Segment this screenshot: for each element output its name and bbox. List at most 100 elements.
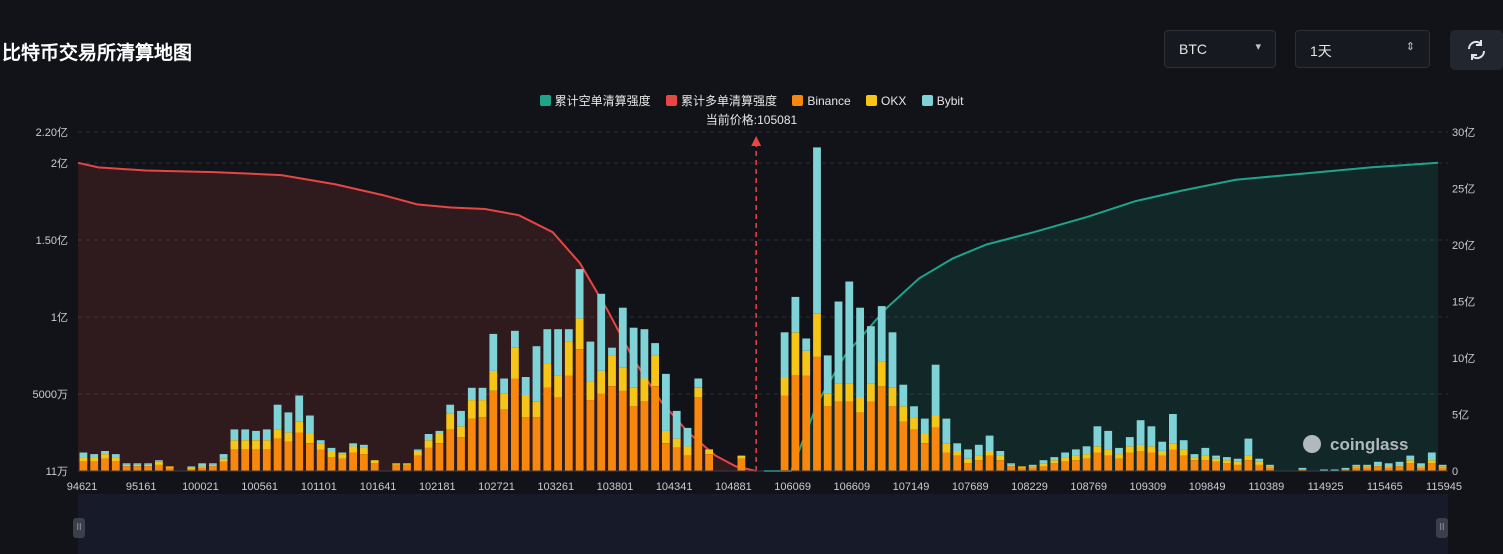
bar-okx bbox=[1212, 458, 1220, 462]
bar-bybit bbox=[888, 332, 897, 388]
legend-item-cum-short[interactable]: 累计空单清算强度 bbox=[539, 92, 651, 109]
bar-binance bbox=[996, 460, 1005, 471]
bar-binance bbox=[1384, 467, 1393, 471]
bar-okx bbox=[564, 341, 573, 376]
legend-item-okx[interactable]: OKX bbox=[866, 94, 906, 108]
bar-bybit bbox=[457, 410, 465, 427]
bar-okx bbox=[262, 440, 271, 450]
x-tick-label: 108769 bbox=[1070, 481, 1107, 493]
bar-binance bbox=[165, 467, 174, 471]
bar-okx bbox=[910, 417, 918, 430]
bar-binance bbox=[1427, 463, 1436, 471]
bar-binance bbox=[187, 469, 196, 471]
bar-okx bbox=[964, 458, 972, 464]
bar-okx bbox=[845, 383, 854, 402]
bar-binance bbox=[920, 443, 929, 471]
bar-bybit bbox=[867, 326, 875, 384]
bar-okx bbox=[737, 455, 746, 459]
bar-binance bbox=[608, 386, 616, 472]
bar-binance bbox=[737, 458, 746, 471]
bar-binance bbox=[813, 357, 821, 471]
symbol-select[interactable]: BTC ▾ bbox=[1164, 30, 1276, 68]
bar-okx bbox=[101, 454, 109, 459]
bar-binance bbox=[899, 421, 908, 471]
bar-bybit bbox=[1201, 447, 1210, 456]
bar-binance bbox=[1082, 458, 1091, 471]
x-tick-label: 115465 bbox=[1367, 481, 1403, 493]
bar-okx bbox=[1179, 449, 1188, 456]
refresh-button[interactable] bbox=[1450, 30, 1503, 70]
bar-bybit bbox=[1050, 457, 1059, 461]
y-right-tick-label: 20亿 bbox=[1452, 239, 1475, 252]
bar-bybit bbox=[478, 387, 487, 401]
x-tick-label: 107689 bbox=[952, 481, 989, 493]
bar-bybit bbox=[424, 434, 433, 441]
bar-okx bbox=[586, 381, 595, 401]
bar-okx bbox=[1427, 460, 1436, 464]
zoom-handle-left[interactable]: ll bbox=[73, 518, 85, 538]
bar-binance bbox=[478, 417, 487, 471]
bar-binance bbox=[101, 458, 109, 471]
bar-bybit bbox=[823, 355, 832, 394]
bar-bybit bbox=[198, 463, 206, 467]
bar-okx bbox=[327, 451, 336, 458]
y-right-tick-label: 5亿 bbox=[1452, 409, 1469, 422]
bar-okx bbox=[1104, 449, 1113, 456]
bar-binance bbox=[413, 455, 422, 471]
legend-item-bybit[interactable]: Bybit bbox=[921, 94, 963, 108]
bar-bybit bbox=[284, 412, 293, 433]
bar-binance bbox=[1115, 458, 1123, 471]
x-tick-label: 102181 bbox=[419, 481, 456, 493]
bar-bybit bbox=[1158, 441, 1167, 451]
zoom-handle-right[interactable]: ll bbox=[1436, 518, 1448, 538]
bar-binance bbox=[910, 429, 918, 471]
bar-binance bbox=[532, 417, 541, 471]
bar-binance bbox=[284, 441, 293, 471]
legend-item-binance[interactable]: Binance bbox=[792, 94, 851, 108]
bar-bybit bbox=[1082, 446, 1091, 454]
bar-okx bbox=[575, 318, 584, 350]
x-tick-label: 115945 bbox=[1426, 481, 1462, 493]
legend-swatch bbox=[792, 95, 804, 106]
bar-bybit bbox=[1417, 463, 1425, 467]
bar-binance bbox=[467, 418, 476, 471]
bar-bybit bbox=[111, 454, 120, 458]
legend-label: 累计空单清算强度 bbox=[554, 94, 651, 108]
bar-bybit bbox=[910, 406, 918, 418]
period-select[interactable]: 1天 ⇕ bbox=[1295, 30, 1430, 68]
bar-okx bbox=[79, 457, 88, 462]
bar-binance bbox=[651, 386, 659, 472]
bar-binance bbox=[349, 452, 357, 471]
y-right-tick-label: 25亿 bbox=[1452, 183, 1475, 196]
bar-binance bbox=[662, 443, 670, 471]
bar-bybit bbox=[1298, 467, 1307, 470]
bar-okx bbox=[1039, 463, 1048, 467]
bar-binance bbox=[424, 447, 433, 471]
legend-item-cum-long[interactable]: 累计多单清算强度 bbox=[665, 92, 777, 109]
bar-bybit bbox=[1104, 430, 1113, 450]
bar-okx bbox=[489, 370, 498, 391]
bar-bybit bbox=[1244, 438, 1253, 456]
y-right-tick-label: 10亿 bbox=[1452, 352, 1475, 365]
bar-binance bbox=[1147, 452, 1156, 471]
bar-bybit bbox=[1266, 464, 1274, 467]
bar-binance bbox=[262, 449, 271, 471]
y-right-tick-label: 0 bbox=[1452, 466, 1458, 478]
symbol-select-value: BTC bbox=[1179, 41, 1207, 57]
bar-okx bbox=[219, 458, 228, 462]
bar-binance bbox=[1438, 467, 1447, 471]
bar-bybit bbox=[554, 329, 562, 376]
legend-swatch bbox=[921, 95, 933, 106]
bar-bybit bbox=[273, 404, 282, 430]
y-right-tick-label: 15亿 bbox=[1452, 296, 1475, 309]
zoom-scrollbar[interactable] bbox=[78, 494, 1448, 554]
bar-bybit bbox=[101, 451, 109, 455]
bar-binance bbox=[1125, 452, 1134, 471]
bar-bybit bbox=[780, 332, 789, 377]
bar-okx bbox=[543, 363, 552, 388]
bar-bybit bbox=[920, 418, 929, 434]
bar-bybit bbox=[1352, 464, 1361, 467]
bar-binance bbox=[241, 449, 250, 471]
legend-label: Binance bbox=[807, 94, 851, 108]
bar-binance bbox=[597, 394, 606, 471]
